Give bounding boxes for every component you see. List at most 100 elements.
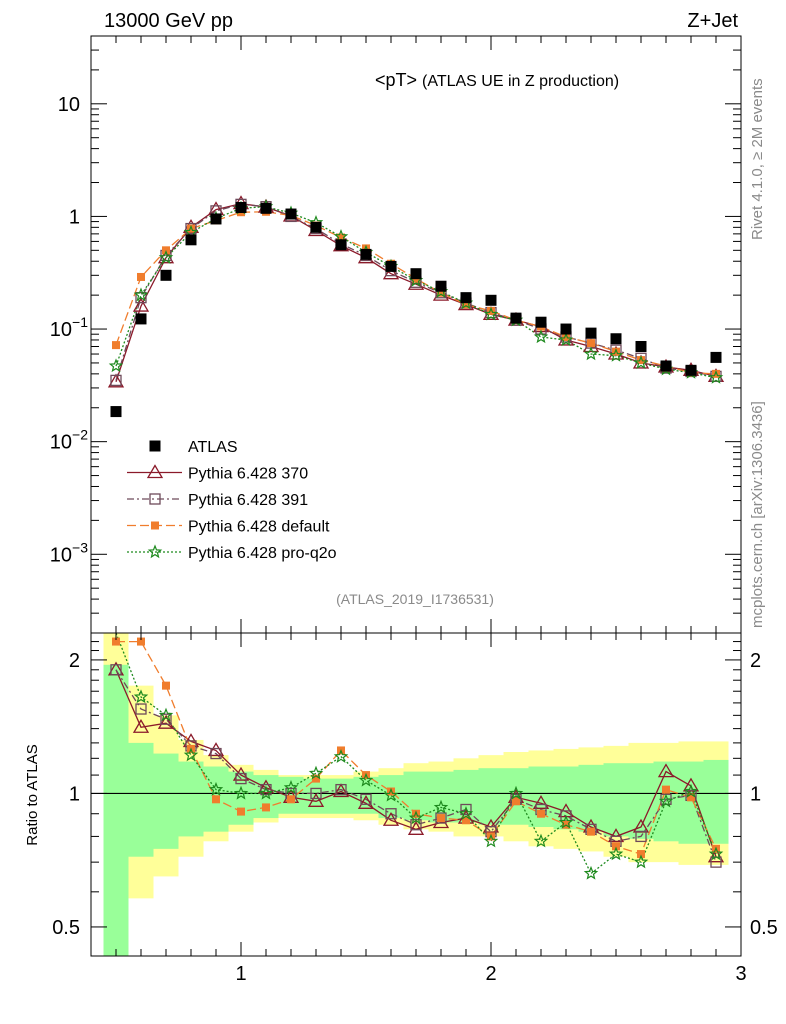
atlas-data-point [235,202,247,214]
ratio-series-3-point [137,637,145,646]
main-y-tick-label: 10−2 [50,427,88,454]
main-series-4-point [583,346,599,361]
ratio-series-4-point [508,785,524,800]
ratio-series-1-point [257,779,275,794]
main-series-4-point [483,306,499,321]
x-tick-label: 2 [485,963,496,985]
ratio-band-inner [178,761,204,837]
main-series-3-point [137,272,145,281]
ratio-series-1-point [357,795,375,809]
ratio-series-1-point [607,828,625,843]
atlas-data-point [110,406,122,418]
atlas-data-point [210,213,222,225]
ratio-series-4-point [183,747,199,762]
main-series-2-point [110,374,122,387]
ratio-series-4-point [708,846,724,861]
ratio-series-4-point [608,846,624,861]
main-series-4-point [108,358,124,373]
main-frame [90,35,742,634]
atlas-data-point [560,323,572,335]
ratio-band-inner [378,775,404,819]
main-series-1-point [157,249,175,264]
ratio-series-1-point [532,795,550,809]
analysis-id: (ATLAS_2019_I1736531) [336,591,494,607]
ratio-series-3-point [687,793,695,802]
ratio-series-4-point [683,783,699,798]
ratio-series-4-point [358,772,374,787]
ratio-series-4-point [483,833,499,848]
main-series-4-point [558,332,574,347]
atlas-data-point [410,268,422,280]
legend-atlas-marker [149,440,161,452]
main-series-1-point [382,265,400,280]
ratio-frame [90,632,742,957]
ratio-series-3-point [587,827,595,836]
ratio-series-3-point [462,816,470,825]
main-series-2-point [135,291,147,304]
ratio-series-3-point [212,795,220,804]
atlas-data-point [535,316,547,328]
atlas-data-point [185,234,197,246]
ratio-series-3-point [287,795,295,804]
ratio-series-1-point [157,714,175,729]
legend-marker-3 [151,521,159,530]
mcplots-label: mcplots.cern.ch [arXiv:1306.3436] [749,401,766,628]
ratio-band-inner [653,761,679,842]
ratio-series-3-point [637,850,645,859]
atlas-data-point [610,333,622,345]
ratio-series-4-point [283,780,299,794]
main-series-4-point [608,348,624,362]
atlas-data-point [510,312,522,324]
ratio-band-inner [153,753,179,849]
atlas-data-point [710,351,722,363]
ratio-series-1-point [332,783,350,798]
ratio-band-inner [103,664,129,956]
rivet-label: Rivet 4.1.0, ≥ 2M events [749,78,766,240]
x-tick-label: 3 [735,963,746,985]
ratio-band-inner [553,766,579,830]
header-energy: 13000 GeV pp [104,10,233,32]
main-series-3-point [562,332,570,341]
main-series-line-2 [115,203,717,381]
ratio-series-1-point [207,742,225,757]
main-y-tick-label: 1 [69,206,80,228]
ratio-series-2-point [135,703,147,715]
ratio-series-4-point [458,806,474,820]
ratio-series-2-point [385,808,397,820]
main-series-1-point [132,297,150,312]
legend-marker-1 [146,464,164,479]
main-series-3-point [587,339,595,348]
chart-title-main: <pT> [375,70,417,90]
atlas-data-point [460,292,472,304]
ratio-y-tick-label-right: 1 [750,783,761,805]
ratio-series-3-point [662,785,670,794]
ratio-series-4-point [308,765,324,780]
ratio-series-4-point [533,833,549,848]
main-series-4-point [533,329,549,344]
main-y-tick-label: 10 [58,94,80,116]
ratio-series-4-point [408,810,424,825]
main-panel: 10 1 10−1 10−2 10−3 [50,35,742,634]
ratio-series-2-point [435,812,447,824]
atlas-data-point [310,221,322,233]
atlas-data-point [335,239,347,251]
main-series-3-point [612,347,620,356]
ratio-series-3-point [312,774,320,783]
main-series-3-point [487,306,495,315]
atlas-data-point [435,280,447,292]
ratio-series-4-point [583,865,599,880]
ratio-band-inner [428,771,454,823]
ratio-series-2-point [260,783,272,796]
ratio-series-4-point [383,787,399,802]
atlas-data-point [585,327,597,339]
ratio-series-4-point [133,689,149,704]
ratio-series-2-point [210,747,222,760]
ratio-series-1-point [307,793,325,807]
main-series-3-point [187,224,195,233]
main-series-3-point [462,300,470,309]
main-series-4-point [708,370,724,384]
ratio-series-2-point [460,803,472,816]
main-series-3-point [712,369,720,378]
ratio-series-3-point [162,681,170,690]
